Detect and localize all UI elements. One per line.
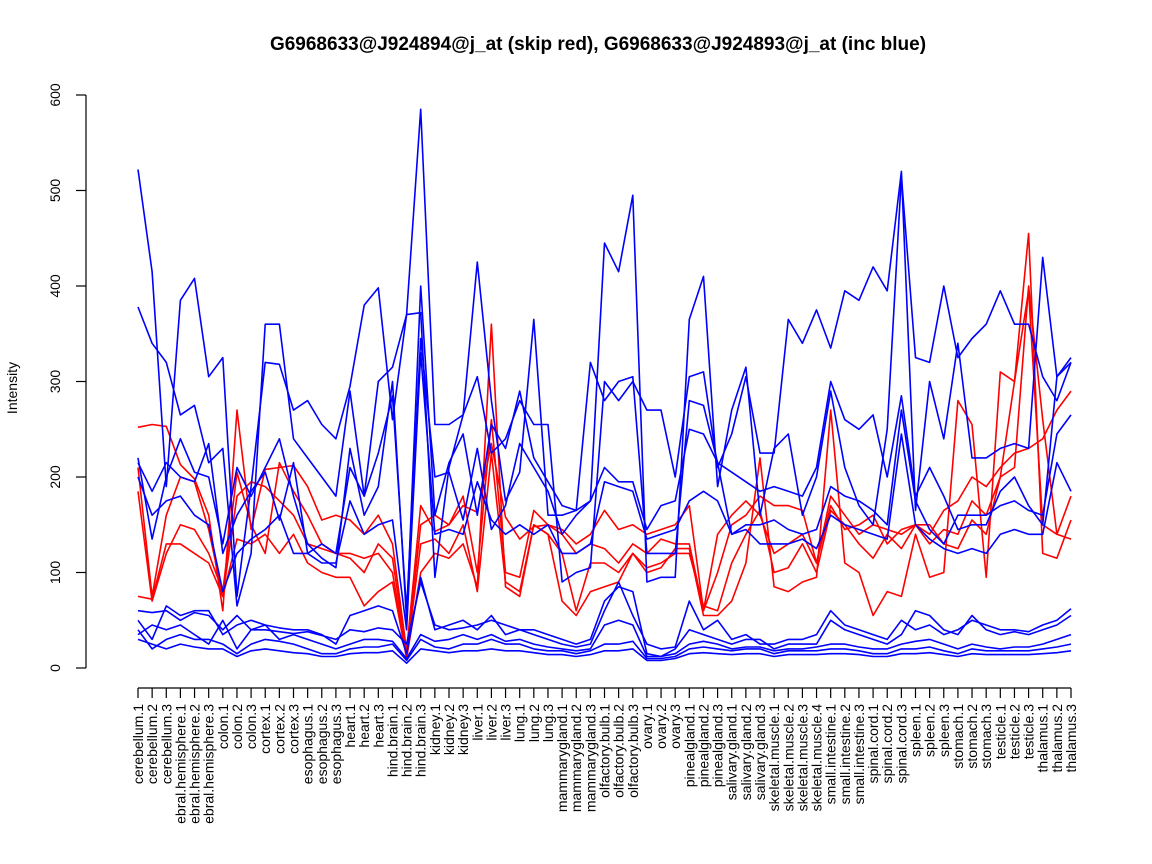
x-tick-label: skeletal.muscle.4 <box>809 704 825 812</box>
x-tick-label: lung.3 <box>540 704 556 742</box>
x-tick-label: cortex.3 <box>286 704 302 754</box>
x-tick-label: stomach.3 <box>978 704 994 769</box>
x-tick-label: small.intestine.2 <box>837 704 853 805</box>
x-tick-label: esophagus.2 <box>314 704 330 784</box>
y-tick-label: 0 <box>47 664 63 672</box>
x-tick-label: heart.2 <box>356 704 372 748</box>
x-tick-label: stomach.2 <box>964 704 980 769</box>
x-tick-label: ovary.2 <box>653 704 669 749</box>
x-tick-label: olfactory.bulb.2 <box>611 704 627 798</box>
x-tick-label: spinal.cord.2 <box>879 704 895 784</box>
x-tick-label: small.intestine.3 <box>851 704 867 805</box>
x-tick-label: hind.brain.3 <box>413 704 429 777</box>
x-tick-label: heart.3 <box>370 704 386 748</box>
series-line-inc-7 <box>137 576 1072 658</box>
x-tick-label: mammarygland.2 <box>568 704 584 812</box>
x-tick-label: testicle.3 <box>1021 704 1037 759</box>
x-tick-label: spinal.cord.1 <box>865 704 881 784</box>
x-tick-label: liver.2 <box>483 704 499 741</box>
x-tick-label: cerebellum.3 <box>158 704 174 784</box>
series-line-inc-10 <box>137 638 1072 665</box>
x-tick-label: ovary.3 <box>667 704 683 749</box>
x-tick-label: small.intestine.1 <box>823 704 839 805</box>
x-tick-label: mammarygland.3 <box>582 704 598 812</box>
x-tick-label: colon.1 <box>215 704 231 749</box>
x-tick-label: cerebellum.2 <box>144 704 160 784</box>
y-tick-label: 100 <box>47 561 63 585</box>
x-tick-label: kidney.2 <box>441 704 457 755</box>
series-line-inc-3 <box>137 285 1072 622</box>
series-line-inc-1 <box>137 169 1072 598</box>
x-tick-label: pinealgland.2 <box>696 704 712 788</box>
y-axis-label: Intensity <box>4 362 20 414</box>
x-tick-label: lung.1 <box>512 704 528 742</box>
x-tick-label: testicle.1 <box>992 704 1008 759</box>
x-tick-label: colon.3 <box>243 704 259 749</box>
chart-title: G6968633@J924894@j_at (skip red), G69686… <box>270 34 926 55</box>
x-tick-label: hind.brain.2 <box>399 704 415 777</box>
series-line-skip-4 <box>137 232 1072 660</box>
x-tick-label: esophagus.1 <box>300 704 316 784</box>
x-axis: cerebellum.1cerebellum.2cerebellum.3ebra… <box>130 687 1079 824</box>
x-tick-label: thalamus.1 <box>1035 704 1051 773</box>
x-tick-label: thalamus.2 <box>1049 704 1065 773</box>
y-tick-label: 400 <box>47 274 63 298</box>
x-tick-label: cortex.1 <box>257 704 273 754</box>
x-tick-label: olfactory.bulb.3 <box>625 704 641 798</box>
x-tick-label: liver.3 <box>498 704 514 741</box>
x-tick-label: ebral.hemisphere.1 <box>172 704 188 824</box>
x-tick-label: heart.1 <box>342 704 358 748</box>
x-tick-label: salivary.gland.2 <box>738 704 754 800</box>
x-tick-label: olfactory.bulb.1 <box>597 704 613 798</box>
y-tick-label: 500 <box>47 179 63 203</box>
x-tick-label: kidney.3 <box>455 704 471 755</box>
y-tick-label: 300 <box>47 370 63 394</box>
y-tick-label: 600 <box>47 83 63 107</box>
x-tick-label: esophagus.3 <box>328 704 344 784</box>
x-tick-label: thalamus.3 <box>1063 704 1079 773</box>
plot-lines <box>137 108 1072 665</box>
x-tick-label: cerebellum.1 <box>130 704 146 784</box>
series-line-inc-2 <box>137 108 1072 607</box>
x-tick-label: hind.brain.1 <box>385 704 401 777</box>
x-tick-label: skeletal.muscle.2 <box>780 704 796 812</box>
y-axis: 0 100 200 300 400 500 600 <box>47 83 87 672</box>
x-tick-label: colon.2 <box>229 704 245 749</box>
x-tick-label: skeletal.muscle.3 <box>794 704 810 812</box>
series-line-inc-6 <box>137 581 1072 650</box>
x-tick-label: stomach.1 <box>950 704 966 769</box>
y-tick-label: 200 <box>47 465 63 489</box>
x-tick-label: ebral.hemisphere.2 <box>187 704 203 824</box>
x-tick-label: spleen.2 <box>922 704 938 757</box>
series-line-inc-8 <box>137 629 1072 662</box>
x-tick-label: ebral.hemisphere.3 <box>201 704 217 824</box>
x-tick-label: pinealgland.1 <box>681 704 697 788</box>
x-tick-label: mammarygland.1 <box>554 704 570 812</box>
x-tick-label: pinealgland.3 <box>710 704 726 788</box>
series-line-inc-4 <box>137 337 1072 612</box>
series-line-inc-9 <box>137 619 1072 660</box>
x-tick-label: spleen.1 <box>908 704 924 757</box>
x-tick-label: salivary.gland.3 <box>752 704 768 800</box>
x-tick-label: testicle.2 <box>1007 704 1023 759</box>
x-tick-label: salivary.gland.1 <box>724 704 740 800</box>
x-tick-label: liver.1 <box>469 704 485 741</box>
x-tick-label: skeletal.muscle.1 <box>766 704 782 812</box>
x-tick-label: spleen.3 <box>936 704 952 757</box>
x-tick-label: ovary.1 <box>639 704 655 749</box>
x-tick-label: kidney.1 <box>427 704 443 755</box>
x-tick-label: lung.2 <box>526 704 542 742</box>
x-tick-label: spinal.cord.3 <box>893 704 909 784</box>
x-tick-label: cortex.2 <box>271 704 287 754</box>
series-line-inc-5 <box>137 351 1072 631</box>
